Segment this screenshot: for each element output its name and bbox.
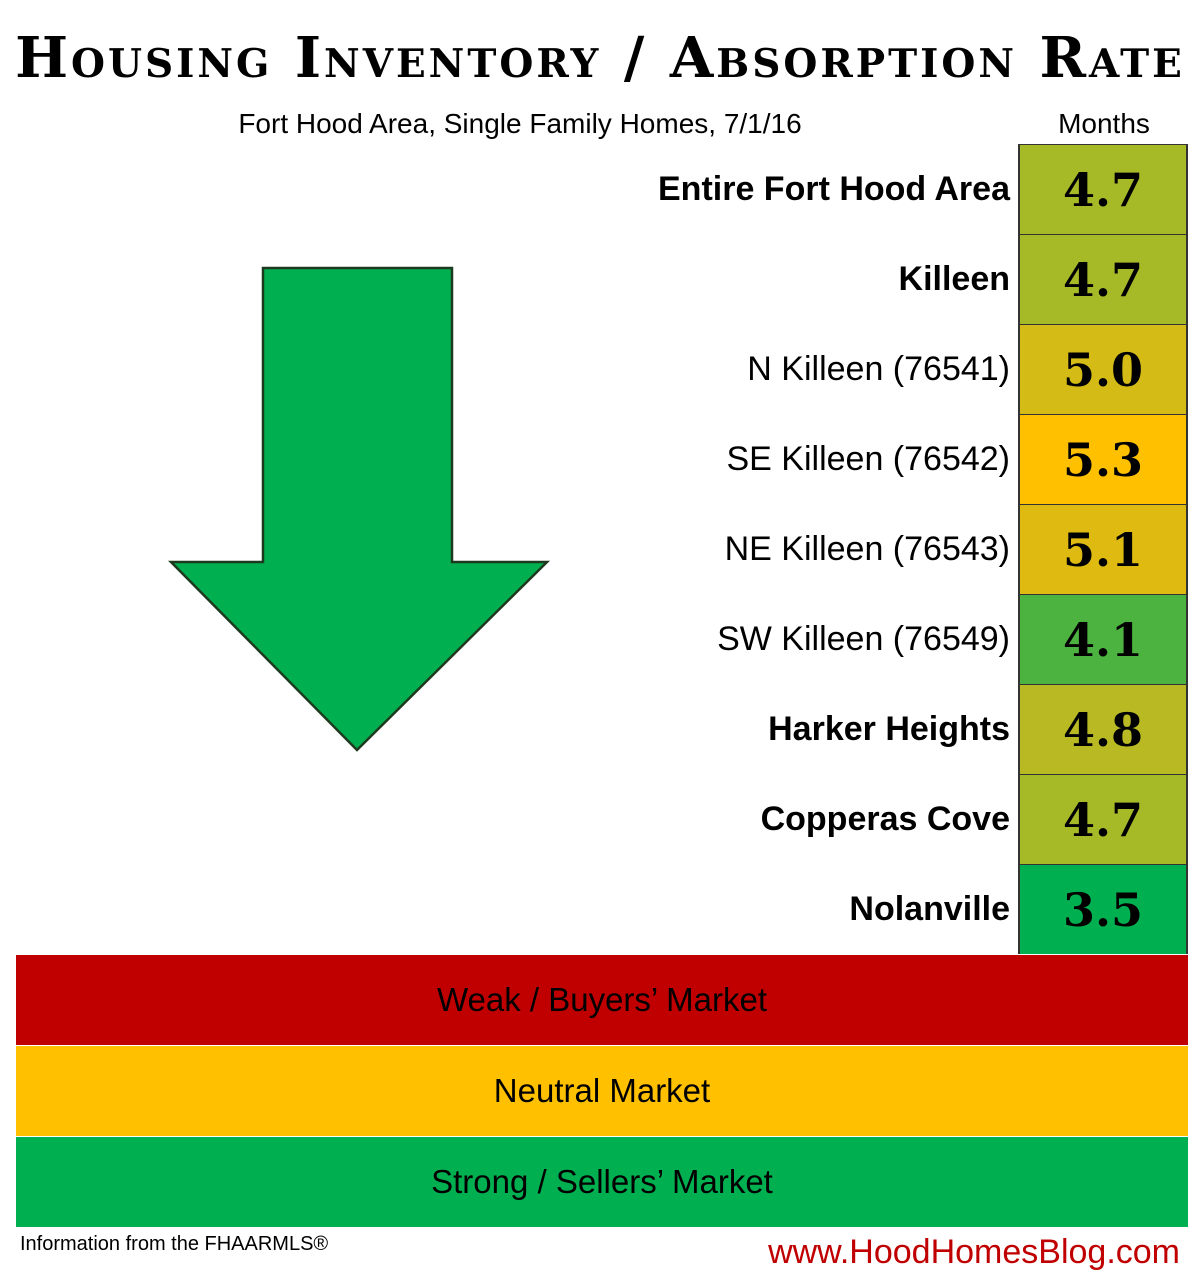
area-row: SE Killeen (76542) 5.3 (0, 414, 1200, 504)
area-row: N Killeen (76541) 5.0 (0, 324, 1200, 414)
down-arrow-shape (168, 266, 551, 752)
months-value: 3.5 (1018, 864, 1188, 954)
area-label: Copperas Cove (760, 800, 1010, 838)
area-row: Harker Heights 4.8 (0, 684, 1200, 774)
website-link[interactable]: www.HoodHomesBlog.com (768, 1233, 1180, 1271)
area-label: Nolanville (849, 890, 1010, 928)
value-column-header: Months (1058, 108, 1150, 139)
area-row: NE Killeen (76543) 5.1 (0, 504, 1200, 594)
area-label: Harker Heights (768, 710, 1010, 748)
months-value: 4.7 (1018, 234, 1188, 324)
market-band: Neutral Market (16, 1046, 1188, 1136)
source-note: Information from the FHAARMLS® (20, 1233, 329, 1255)
months-value: 5.0 (1018, 324, 1188, 414)
area-row: Killeen 4.7 (0, 234, 1200, 324)
months-value: 4.1 (1018, 594, 1188, 684)
months-value: 5.3 (1018, 414, 1188, 504)
months-value: 5.1 (1018, 504, 1188, 594)
area-label: Entire Fort Hood Area (658, 170, 1010, 208)
chart-title: Housing Inventory / Absorption Rate (15, 25, 1185, 91)
area-row: SW Killeen (76549) 4.1 (0, 594, 1200, 684)
market-band: Weak / Buyers’ Market (16, 955, 1188, 1045)
area-row: Nolanville 3.5 (0, 864, 1200, 954)
down-arrow-icon (168, 266, 551, 752)
months-value: 4.7 (1018, 774, 1188, 864)
months-value: 4.8 (1018, 684, 1188, 774)
area-label: SE Killeen (76542) (726, 440, 1010, 478)
months-value: 4.7 (1018, 144, 1188, 234)
area-label: N Killeen (76541) (747, 350, 1010, 388)
area-label: NE Killeen (76543) (724, 530, 1010, 568)
area-row: Copperas Cove 4.7 (0, 774, 1200, 864)
chart-subtitle: Fort Hood Area, Single Family Homes, 7/1… (238, 108, 802, 139)
area-row: Entire Fort Hood Area 4.7 (0, 144, 1200, 234)
area-label: Killeen (898, 260, 1010, 298)
market-band: Strong / Sellers’ Market (16, 1137, 1188, 1227)
area-label: SW Killeen (76549) (717, 620, 1010, 658)
